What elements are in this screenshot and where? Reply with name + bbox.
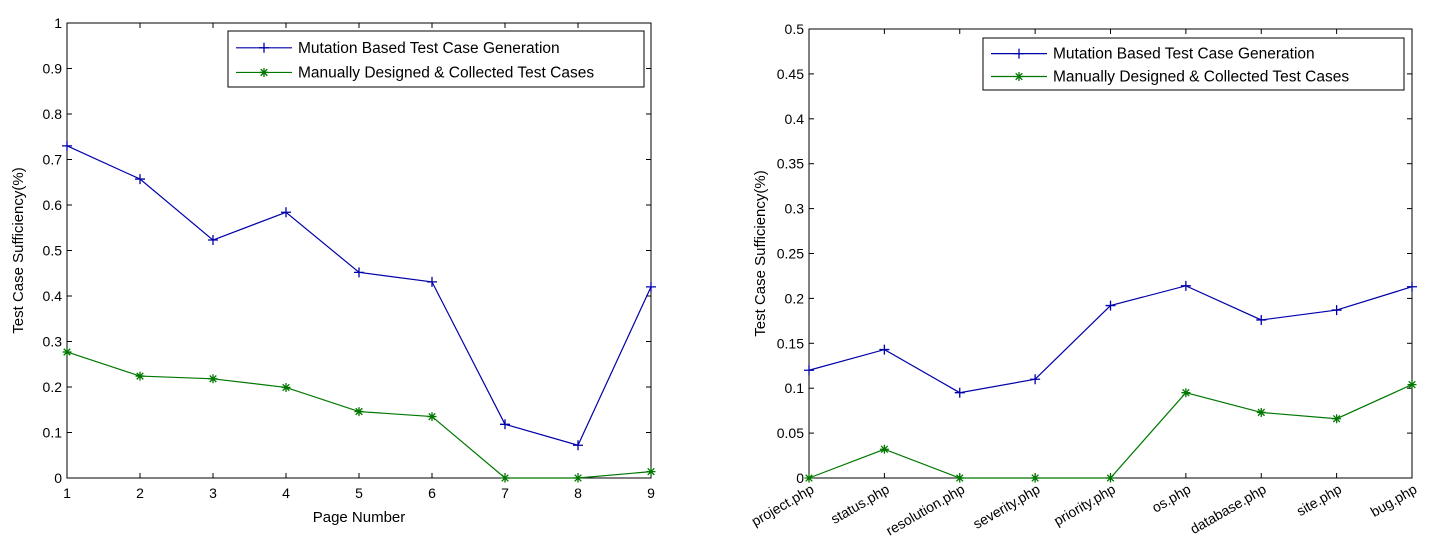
legend-marker (1014, 48, 1024, 59)
legend-marker (259, 42, 269, 53)
data-point (1407, 281, 1417, 292)
x-tick-label: 6 (428, 485, 436, 501)
data-point (62, 140, 72, 151)
data-point (208, 235, 218, 246)
y-tick-label: 0.45 (777, 66, 804, 82)
data-point (573, 473, 583, 483)
x-tick-label: 1 (63, 485, 71, 501)
data-point (1030, 374, 1041, 385)
y-axis-label: Test Case Sufficiency(%) (752, 170, 769, 336)
y-tick-label: 0.7 (43, 152, 63, 168)
data-point (1181, 388, 1191, 398)
data-point (1180, 280, 1191, 291)
legend-marker (259, 67, 269, 77)
y-tick-label: 0 (54, 470, 62, 486)
y-tick-label: 0.15 (777, 335, 804, 351)
x-tick-label: severity.php (970, 481, 1043, 532)
data-point (62, 347, 72, 357)
y-tick-label: 0.3 (43, 334, 63, 350)
x-tick-label: site.php (1294, 481, 1345, 519)
y-tick-label: 0.2 (785, 290, 805, 306)
x-tick-label: 9 (647, 485, 655, 501)
legend-label: Mutation Based Test Case Generation (298, 40, 560, 57)
y-tick-label: 0.4 (785, 111, 805, 127)
data-point (281, 382, 291, 392)
plot-area (66, 22, 652, 479)
chart-2: 0 0.05 0.1 0.15 0.2 0.25 0.3 0.35 0.4 0.45 0.5 proj… (749, 21, 1420, 539)
data-point (804, 365, 814, 376)
data-point (955, 473, 965, 483)
data-point (1331, 305, 1342, 316)
data-point (1256, 407, 1266, 417)
x-tick-label: 4 (282, 485, 290, 501)
data-point (500, 419, 510, 430)
x-tick-label: resolution.php (883, 481, 967, 539)
y-tick-label: 0.1 (43, 425, 63, 441)
data-point (500, 473, 510, 483)
data-point (1256, 314, 1267, 325)
legend-marker (1014, 71, 1024, 81)
y-tick-label: 0.05 (777, 425, 804, 441)
y-tick-label: 0.5 (785, 21, 805, 37)
x-axis-label: Page Number (313, 509, 406, 526)
y-tick-label: 0.4 (43, 288, 63, 304)
data-point (1030, 473, 1040, 483)
y-tick-label: 0.35 (777, 156, 804, 172)
data-point (1105, 300, 1116, 311)
data-point (1332, 414, 1342, 424)
data-point (427, 276, 437, 287)
y-tick-label: 0.1 (785, 380, 805, 396)
x-tick-label: 7 (501, 485, 509, 501)
x-tick-label: 5 (355, 485, 363, 501)
x-tick-label: priority.php (1051, 481, 1118, 529)
data-point (427, 412, 437, 422)
x-tick-label: 3 (209, 485, 217, 501)
y-tick-label: 0.2 (43, 379, 63, 395)
chart-1: 0 0.1 0.2 0.3 0.4 0.5 0.6 0.7 0.8 0.9 1 1 2 3 4 5 6 7 8 9 Pa… (10, 15, 656, 526)
legend-label: Manually Designed & Collected Test Cases (298, 64, 594, 81)
x-tick-label: database.php (1187, 481, 1269, 537)
data-point (879, 444, 889, 454)
data-point (1407, 380, 1417, 390)
y-tick-label: 0.8 (43, 106, 63, 122)
y-tick-label: 1 (54, 15, 62, 31)
data-point (354, 267, 364, 278)
data-point (646, 467, 656, 477)
legend-box (982, 37, 1405, 91)
legend-box (227, 30, 645, 88)
data-point (879, 344, 890, 355)
data-point (354, 407, 364, 417)
x-tick-label: bug.php (1368, 481, 1420, 520)
data-point (135, 371, 145, 381)
y-tick-label: 0.9 (43, 61, 63, 77)
x-tick-label: 2 (136, 485, 144, 501)
plot-area (808, 28, 1413, 479)
x-tick-label: 8 (574, 485, 582, 501)
y-axis-label: Test Case Sufficiency(%) (10, 167, 27, 333)
data-point (135, 174, 145, 185)
data-point (804, 473, 814, 483)
x-tick-label: status.php (828, 481, 892, 527)
x-tick-label: os.php (1149, 481, 1194, 516)
y-tick-label: 0.3 (785, 201, 805, 217)
x-tick-label: project.php (749, 481, 817, 530)
data-point (281, 207, 291, 218)
y-tick-label: 0.25 (777, 246, 804, 262)
data-point (1106, 473, 1115, 483)
data-point (208, 374, 218, 384)
data-point (573, 440, 583, 451)
data-point (954, 387, 965, 398)
y-tick-label: 0.6 (43, 197, 63, 213)
legend-label: Mutation Based Test Case Generation (1053, 46, 1315, 63)
y-tick-label: 0.5 (43, 243, 63, 259)
data-point (646, 281, 656, 292)
y-tick-label: 0 (796, 470, 804, 486)
legend-label: Manually Designed & Collected Test Cases (1053, 68, 1349, 85)
